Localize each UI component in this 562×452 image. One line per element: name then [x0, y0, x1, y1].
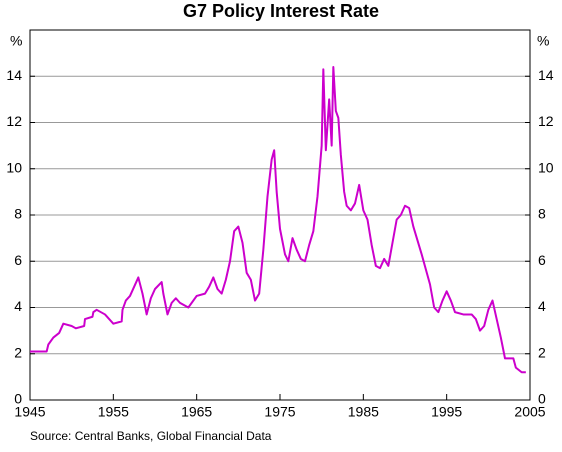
- y2-tick-label: 12: [538, 113, 554, 129]
- x-tick-label: 1995: [431, 404, 462, 420]
- y2-tick-label: 2: [538, 344, 546, 360]
- y-tick-label: 4: [14, 298, 22, 314]
- y-tick-label: 2: [14, 344, 22, 360]
- y2-tick-label: 6: [538, 252, 546, 268]
- y2-tick-label: 10: [538, 159, 554, 175]
- y-unit-left: %: [10, 33, 22, 49]
- y2-tick-label: 8: [538, 206, 546, 222]
- y-tick-label: 8: [14, 206, 22, 222]
- y2-tick-label: 0: [538, 391, 546, 407]
- y-tick-label: 14: [6, 67, 22, 83]
- x-tick-label: 1985: [348, 404, 379, 420]
- y-tick-label: 0: [14, 391, 22, 407]
- y-tick-label: 6: [14, 252, 22, 268]
- x-tick-label: 2005: [514, 404, 545, 420]
- y-tick-label: 12: [6, 113, 22, 129]
- source-note: Source: Central Banks, Global Financial …: [30, 429, 272, 443]
- x-tick-label: 1965: [181, 404, 212, 420]
- chart-title: G7 Policy Interest Rate: [183, 1, 379, 21]
- y-tick-label: 10: [6, 159, 22, 175]
- y-unit-right: %: [537, 33, 549, 49]
- plot-frame: [29, 29, 531, 401]
- x-tick-label: 1975: [264, 404, 295, 420]
- y2-tick-label: 4: [538, 298, 546, 314]
- x-tick-label: 1955: [98, 404, 129, 420]
- y2-tick-label: 14: [538, 67, 554, 83]
- x-tick-label: 1945: [14, 404, 45, 420]
- data-line: [30, 66, 526, 374]
